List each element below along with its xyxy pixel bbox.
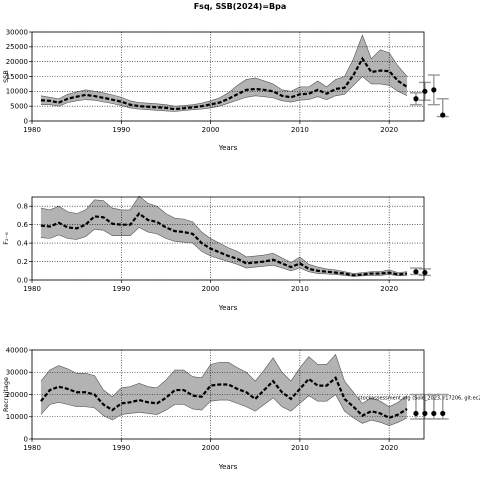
recruitment-proj-point-2026 xyxy=(440,410,446,417)
recruitment-median-line xyxy=(40,375,408,420)
ssb-ytick-label-5000: 5000 xyxy=(10,103,28,111)
fbar-frame xyxy=(31,196,425,281)
ssb-proj-2026 xyxy=(436,98,449,118)
fbar-proj-point-2023 xyxy=(413,269,419,275)
recruitment-proj-point-2025 xyxy=(431,410,437,417)
fbar-xtick-label-1980: 1980 xyxy=(23,285,41,293)
ssb-proj-2025 xyxy=(427,74,440,106)
ssb-proj-2023 xyxy=(409,92,422,106)
recruitment-lower-line xyxy=(40,394,408,426)
recruitment-upper-line xyxy=(40,353,408,408)
ssb-xtick-label-2010: 2010 xyxy=(291,126,309,134)
fbar-ytick-label-0.8: 0.8 xyxy=(17,203,28,211)
recruitment-xtick-label-1990: 1990 xyxy=(112,444,130,452)
ssb-ytick-label-30000: 30000 xyxy=(6,28,28,36)
ssb-upper-line xyxy=(40,34,408,107)
fbar-ytick-label-0.4: 0.4 xyxy=(17,240,29,248)
fbar-lower-line xyxy=(40,227,408,277)
fbar-xtick-label-2010: 2010 xyxy=(291,285,309,293)
fbar-ytick-label-0.2: 0.2 xyxy=(17,258,28,266)
recruitment-ytick-label-30000: 30000 xyxy=(6,369,28,377)
recruitment-xtick-label-1980: 1980 xyxy=(23,444,41,452)
panel-ssb: 1980 1990 2000 2010 2020 0 5000 10000 15000 20000… xyxy=(2,28,449,152)
ssb-ytick-label-25000: 25000 xyxy=(6,43,28,51)
figure-title: Fsq, SSB(2024)=Bpa xyxy=(194,2,287,11)
recruitment-xtick-label-2010: 2010 xyxy=(291,444,309,452)
ssb-xtick-label-1980: 1980 xyxy=(23,126,41,134)
ssb-xtick-label-2020: 2020 xyxy=(380,126,398,134)
fbar-xtick-label-2000: 2000 xyxy=(202,285,220,293)
panel-fbar: 1980 1990 2000 2010 2020 0.0 0.2 0.4 0.6 0.8 Years… xyxy=(2,195,431,312)
ssb-ci-band xyxy=(40,34,408,112)
ssb-xtick-label-2000: 2000 xyxy=(202,126,220,134)
ssb-xtick-label-1990: 1990 xyxy=(112,126,130,134)
fbar-proj-point-2024 xyxy=(422,270,428,276)
fbar-ytick-label-0: 0.0 xyxy=(17,276,28,284)
ssb-proj-point-2026 xyxy=(440,112,446,118)
ssb-xlabel: Years xyxy=(218,144,238,152)
fbar-ci-band xyxy=(40,196,408,277)
recruitment-annotation: stockassessment.org (Sole_2023, r17206, … xyxy=(358,395,480,401)
recruitment-proj-2026 xyxy=(436,393,449,420)
fbar-ytick-label-0.6: 0.6 xyxy=(17,221,29,229)
ssb-proj-point-2024 xyxy=(422,88,428,94)
fbar-upper-line xyxy=(40,195,408,274)
panel-recruitment: 1980 1990 2000 2010 2020 0 10000 20000 30000 4000… xyxy=(2,346,480,471)
ssb-proj-point-2025 xyxy=(431,87,437,93)
fbar-xlabel: Years xyxy=(218,304,238,312)
ssb-median-line xyxy=(40,56,408,111)
fbar-ylabel: F₂₋₆ xyxy=(2,232,10,245)
recruitment-ytick-label-10000: 10000 xyxy=(6,413,28,421)
recruitment-xtick-label-2000: 2000 xyxy=(202,444,220,452)
recruitment-ytick-label-0: 0 xyxy=(24,435,28,443)
recruitment-proj-point-2023 xyxy=(413,410,419,417)
ssb-ytick-label-0: 0 xyxy=(24,117,28,125)
ssb-ytick-label-15000: 15000 xyxy=(6,73,28,81)
fbar-median-line xyxy=(40,212,408,277)
fbar-xtick-label-1990: 1990 xyxy=(112,285,130,293)
recruitment-ci-band xyxy=(40,354,408,426)
ssb-proj-point-2023 xyxy=(413,96,419,102)
ssb-lower-line xyxy=(40,76,408,112)
recruitment-xlabel: Years xyxy=(218,463,238,471)
ssb-ytick-label-10000: 10000 xyxy=(6,88,28,96)
recruitment-proj-point-2024 xyxy=(422,410,428,417)
ssb-ytick-label-20000: 20000 xyxy=(6,58,28,66)
ssb-ylabel: SSB xyxy=(2,70,10,83)
recruitment-ytick-label-40000: 40000 xyxy=(6,346,28,354)
fbar-proj-2023 xyxy=(409,267,422,276)
recruitment-ylabel: Recruitage xyxy=(2,377,10,412)
fbar-xtick-label-2020: 2020 xyxy=(380,285,398,293)
recruitment-ytick-label-20000: 20000 xyxy=(6,391,28,399)
fbar-proj-2024 xyxy=(418,268,431,277)
ssb-proj-2024 xyxy=(418,81,431,101)
recruitment-xtick-label-2020: 2020 xyxy=(380,444,398,452)
